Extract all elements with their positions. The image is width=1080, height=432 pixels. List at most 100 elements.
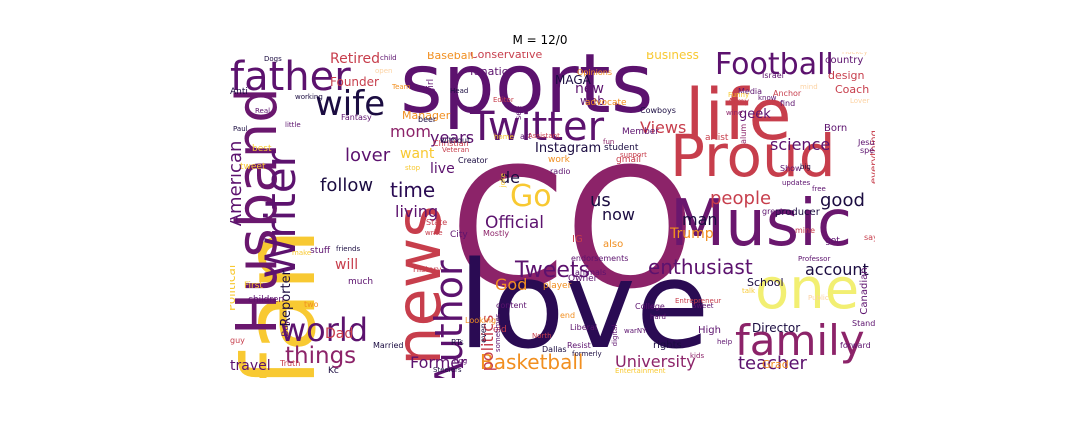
- word-stuff: stuff: [310, 246, 331, 256]
- word-sometimes: sometimes: [494, 313, 502, 353]
- word-dog: dog: [454, 357, 468, 365]
- word-lover: Lover: [850, 97, 870, 105]
- word-free: free: [812, 185, 826, 193]
- word-end: end: [560, 311, 576, 320]
- word-de: de: [500, 168, 520, 187]
- word-child: child: [380, 54, 397, 62]
- word-hard: hard: [650, 313, 666, 321]
- word-retired: Retired: [330, 52, 381, 67]
- word-now: now: [602, 205, 636, 224]
- word-even: even: [479, 323, 488, 343]
- word-funny: Funny: [728, 91, 750, 99]
- word-years: years: [430, 128, 475, 147]
- word-official: Official: [485, 213, 545, 233]
- word-stand: Stand: [852, 319, 875, 328]
- word-creator: Creator: [458, 156, 488, 165]
- word-views: Views: [640, 118, 687, 137]
- word-cloud: CO love sports fan life Music Proud Husband news…: [230, 52, 875, 378]
- word-liberal: Liberal: [570, 323, 598, 332]
- word-wine: wine: [726, 109, 743, 117]
- word-producer: producer: [775, 207, 820, 218]
- word-radio: radio: [550, 167, 571, 176]
- word-writer: Writer: [256, 150, 305, 279]
- word-former: Former: [410, 353, 467, 372]
- word-co: CO: [450, 133, 696, 325]
- word-player: player: [543, 281, 572, 291]
- word-twitter: Twitter: [470, 104, 605, 150]
- word-country: country: [825, 55, 864, 66]
- word-state: State: [426, 218, 448, 227]
- word-digital: digital: [611, 324, 619, 347]
- word-show: Show: [780, 164, 802, 173]
- word-grad: Grad: [762, 358, 789, 371]
- word-married: Married: [373, 341, 404, 350]
- word-home: home: [494, 133, 514, 141]
- word-school: School: [747, 276, 784, 289]
- word-assistant: Assistant: [528, 132, 560, 140]
- word-one: one: [755, 257, 860, 322]
- word-girl: girl: [426, 78, 436, 94]
- word-updates: updates: [782, 179, 811, 187]
- figure-title: M = 12/0: [512, 33, 568, 47]
- word-working: working: [295, 93, 323, 101]
- word-travel: travel: [230, 358, 271, 374]
- word-mine: mine: [795, 226, 816, 235]
- word-mind: mind: [800, 83, 818, 91]
- word-steelers: Steelers: [433, 366, 462, 374]
- word-director: Director: [752, 321, 801, 335]
- word-real: Real: [255, 107, 271, 115]
- word-new: new: [575, 81, 604, 97]
- word-paul: Paul: [233, 125, 248, 133]
- word-cowboys: Cowboys: [640, 106, 676, 115]
- word-fanatic: fanatic: [470, 65, 508, 78]
- word-hockey: Hockey: [842, 52, 868, 56]
- word-enthusiast: enthusiast: [648, 255, 753, 279]
- word-big: big: [800, 163, 811, 171]
- word-life: life: [685, 74, 792, 156]
- word-team: Team: [392, 83, 411, 91]
- word-tweet: tweet: [240, 162, 266, 172]
- word-kids: kids: [690, 352, 705, 360]
- word-college: College: [635, 302, 665, 311]
- word-know: know: [758, 94, 777, 102]
- word-gmail: gmail: [616, 155, 641, 165]
- word-joke: joke: [499, 173, 507, 188]
- word-forward: forward: [840, 341, 871, 350]
- word-advocate: advocate: [585, 98, 627, 108]
- word-bay: Bay: [281, 319, 291, 337]
- word-content: content: [496, 301, 527, 310]
- word-little: little: [285, 121, 301, 129]
- word-world: world: [280, 311, 369, 349]
- word-see: see: [514, 105, 523, 120]
- word-rts: RTs: [451, 338, 464, 347]
- word-also: also: [603, 239, 624, 250]
- word-geek: geek: [739, 107, 771, 122]
- word-basketball: Basketball: [480, 350, 584, 374]
- word-stop: stop: [405, 164, 421, 172]
- word-people: people: [710, 188, 772, 209]
- word-us: us: [590, 190, 611, 211]
- word-teacher: teacher: [738, 353, 807, 374]
- word-business: Business: [646, 52, 699, 62]
- word-much: much: [348, 277, 374, 287]
- word-living: living: [395, 202, 439, 221]
- word-beer: beer: [418, 115, 437, 124]
- word-mom: mom: [390, 122, 431, 141]
- word-time: time: [390, 178, 436, 202]
- word-dogs: Dogs: [264, 55, 282, 63]
- word-talk: talk: [742, 287, 756, 295]
- word-truth: Truth: [280, 359, 301, 368]
- word-two: two: [304, 300, 319, 309]
- word-lover: lover: [345, 145, 391, 166]
- word-man: man: [682, 210, 718, 229]
- word-endorsements: endorsements: [571, 254, 629, 263]
- word-open: open: [375, 67, 393, 75]
- word-born: Born: [824, 123, 848, 134]
- word-army: Army: [728, 97, 750, 106]
- word-anchor: Anchor: [773, 89, 802, 98]
- word-help: help: [717, 338, 733, 346]
- word-american: American: [230, 140, 246, 227]
- word-north: North: [532, 332, 552, 340]
- word-wife: wife: [315, 84, 386, 124]
